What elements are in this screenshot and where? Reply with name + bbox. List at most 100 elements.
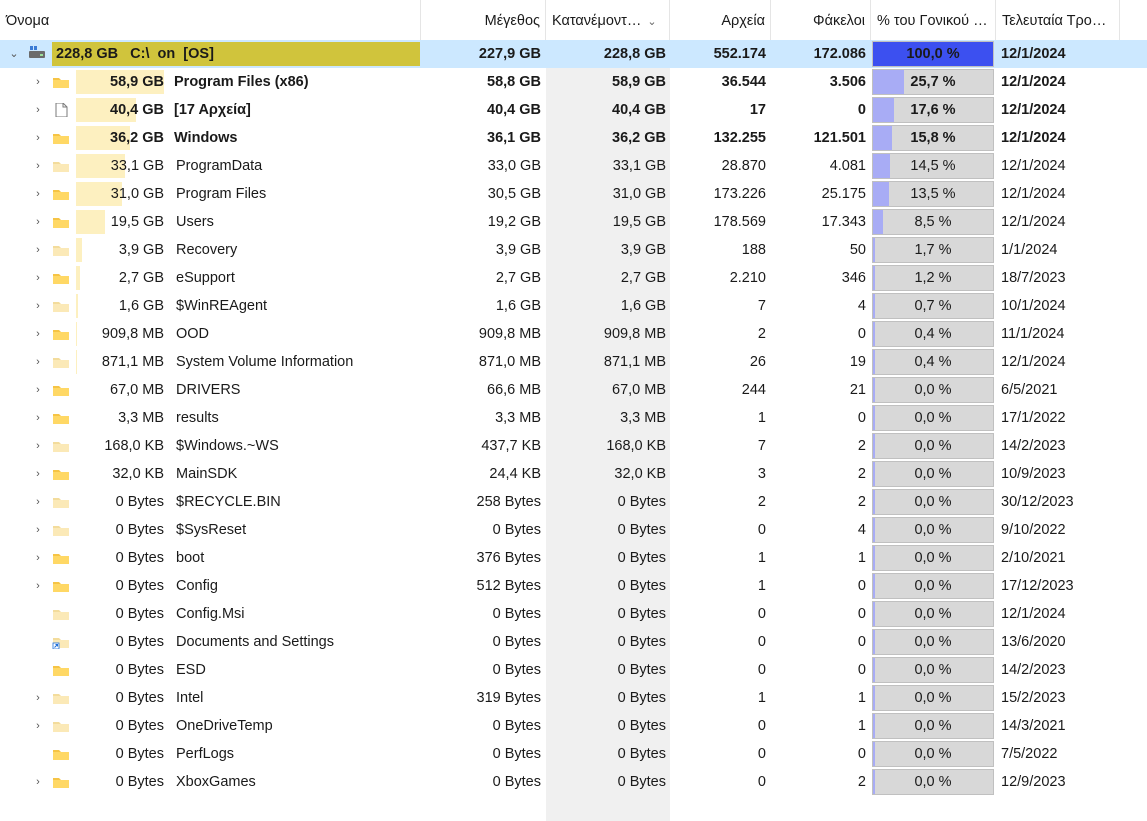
- item-folders: 0: [857, 326, 866, 342]
- tree-row[interactable]: › 33,1 GB ProgramData 33,0 GB 33,1 GB 28.870 4…: [0, 152, 1147, 180]
- expand-chevron-icon[interactable]: ›: [36, 440, 40, 452]
- tree-row[interactable]: › 31,0 GB Program Files 30,5 GB 31,0 GB 173.2…: [0, 180, 1147, 208]
- expand-chevron-icon[interactable]: ›: [36, 76, 40, 88]
- root-allocated: 228,8 GB: [603, 46, 666, 62]
- percent-fill: [873, 602, 875, 626]
- expand-chevron-icon[interactable]: ›: [36, 328, 40, 340]
- percent-fill: [873, 322, 875, 346]
- tree-row[interactable]: › 32,0 KB MainSDK 24,4 KB 32,0 KB 3 2 0,0 % 10/9…: [0, 460, 1147, 488]
- tree-row[interactable]: › 0 Bytes $RECYCLE.BIN 258 Bytes 0 Bytes 2 2 0,…: [0, 488, 1147, 516]
- percent-fill: [873, 378, 875, 402]
- tree-row[interactable]: › 871,1 MB System Volume Information 871,0 …: [0, 348, 1147, 376]
- item-modified: 14/2/2023: [1001, 662, 1066, 678]
- tree-row[interactable]: › 0 Bytes Intel 319 Bytes 0 Bytes 1 1 0,0 % 15/2…: [0, 684, 1147, 712]
- percent-label: 15,8 %: [910, 130, 956, 146]
- expand-chevron-icon[interactable]: ›: [36, 720, 40, 732]
- item-allocated: 909,8 MB: [603, 326, 666, 342]
- collapse-chevron-icon[interactable]: ⌄: [9, 48, 19, 60]
- item-size: 0 Bytes: [492, 718, 541, 734]
- expand-chevron-icon[interactable]: ›: [36, 160, 40, 172]
- expand-chevron-icon[interactable]: ›: [36, 580, 40, 592]
- expand-chevron-icon[interactable]: ›: [36, 132, 40, 144]
- column-header-last-modified[interactable]: Τελευταία Τρο…: [996, 0, 1120, 40]
- tree-row[interactable]: › 3,9 GB Recovery 3,9 GB 3,9 GB 188 50 1,7 % 1/1…: [0, 236, 1147, 264]
- expand-chevron-icon[interactable]: ›: [36, 524, 40, 536]
- item-allocated: 0 Bytes: [617, 690, 666, 706]
- expand-chevron-icon[interactable]: ›: [36, 272, 40, 284]
- item-files: 0: [757, 606, 766, 622]
- percent-fill: [873, 490, 875, 514]
- expand-chevron-icon[interactable]: ›: [36, 300, 40, 312]
- folder-icon: [53, 778, 69, 788]
- tree-row[interactable]: › 0 Bytes $SysReset 0 Bytes 0 Bytes 0 4 0,0 % 9/…: [0, 516, 1147, 544]
- expand-chevron-icon[interactable]: ›: [36, 776, 40, 788]
- tree-row[interactable]: › 3,3 MB results 3,3 MB 3,3 MB 1 0 0,0 % 17/1/20…: [0, 404, 1147, 432]
- item-folders: 0: [857, 578, 866, 594]
- tree-row[interactable]: › 36,2 GB Windows 36,1 GB 36,2 GB 132.255 121.…: [0, 124, 1147, 152]
- drive-size-bar: [52, 42, 420, 66]
- item-size: 0 Bytes: [492, 634, 541, 650]
- item-folders: 2: [857, 466, 866, 482]
- column-header-percent-parent[interactable]: % του Γονικού …: [871, 0, 996, 40]
- tree-row[interactable]: › 909,8 MB OOD 909,8 MB 909,8 MB 2 0 0,4 % 11/1/…: [0, 320, 1147, 348]
- item-modified: 6/5/2021: [1001, 382, 1058, 398]
- expand-chevron-icon[interactable]: ›: [36, 356, 40, 368]
- item-name: [17 Αρχεία]: [174, 102, 251, 118]
- expand-chevron-icon[interactable]: ›: [36, 188, 40, 200]
- size-label: 0 Bytes: [115, 774, 164, 790]
- sort-chevron-down-icon: ⌄: [647, 16, 657, 28]
- expand-chevron-icon[interactable]: ›: [36, 216, 40, 228]
- tree-row[interactable]: 0 Bytes ESD 0 Bytes 0 Bytes 0 0 0,0 % 14/2/2023: [0, 656, 1147, 684]
- tree-row[interactable]: 0 Bytes Config.Msi 0 Bytes 0 Bytes 0 0 0,0 % 12…: [0, 600, 1147, 628]
- item-name: XboxGames: [176, 774, 256, 790]
- column-header-allocated[interactable]: Κατανέμοντ… ⌄: [546, 0, 670, 40]
- size-label: 0 Bytes: [115, 662, 164, 678]
- size-bar: [76, 210, 105, 234]
- percent-label: 0,7 %: [914, 298, 952, 314]
- expand-chevron-icon[interactable]: ›: [36, 412, 40, 424]
- size-label: 40,4 GB: [110, 102, 164, 118]
- expand-chevron-icon[interactable]: ›: [36, 384, 40, 396]
- item-allocated: 168,0 KB: [606, 438, 666, 454]
- tree-row[interactable]: › 0 Bytes boot 376 Bytes 0 Bytes 1 1 0,0 % 2/10/…: [0, 544, 1147, 572]
- tree-row[interactable]: › 2,7 GB eSupport 2,7 GB 2,7 GB 2.210 346 1,2 %…: [0, 264, 1147, 292]
- item-allocated: 33,1 GB: [612, 158, 666, 174]
- size-label: 168,0 KB: [104, 438, 164, 454]
- file-icon: [55, 103, 68, 117]
- tree-row[interactable]: 0 Bytes PerfLogs 0 Bytes 0 Bytes 0 0 0,0 % 7/5/…: [0, 740, 1147, 768]
- percent-label: 0,0 %: [914, 410, 952, 426]
- tree-row[interactable]: › 0 Bytes Config 512 Bytes 0 Bytes 1 0 0,0 % 17/…: [0, 572, 1147, 600]
- size-bar: [76, 126, 130, 150]
- tree-row[interactable]: › 168,0 KB $Windows.~WS 437,7 KB 168,0 KB 7 2 0…: [0, 432, 1147, 460]
- tree-row[interactable]: › 1,6 GB $WinREAgent 1,6 GB 1,6 GB 7 4 0,7 % 10/…: [0, 292, 1147, 320]
- item-size: 3,9 GB: [495, 242, 541, 258]
- expand-chevron-icon[interactable]: ›: [36, 692, 40, 704]
- tree-row[interactable]: › 0 Bytes OneDriveTemp 0 Bytes 0 Bytes 0 1 0,0 …: [0, 712, 1147, 740]
- column-header-folders[interactable]: Φάκελοι: [771, 0, 871, 40]
- tree-row[interactable]: › 19,5 GB Users 19,2 GB 19,5 GB 178.569 17.343…: [0, 208, 1147, 236]
- tree-row[interactable]: 0 Bytes Documents and Settings 0 Bytes 0 By…: [0, 628, 1147, 656]
- folder-icon: [53, 666, 69, 676]
- expand-chevron-icon[interactable]: ›: [36, 496, 40, 508]
- tree-row[interactable]: › 58,9 GB Program Files (x86) 58,8 GB 58,9 G…: [0, 68, 1147, 96]
- percent-bar: 15,8 %: [872, 125, 994, 151]
- expand-chevron-icon[interactable]: ›: [36, 244, 40, 256]
- root-modified: 12/1/2024: [1001, 46, 1066, 62]
- tree-row[interactable]: › 67,0 MB DRIVERS 66,6 MB 67,0 MB 244 21 0,0 % 6…: [0, 376, 1147, 404]
- percent-bar: 1,7 %: [872, 237, 994, 263]
- expand-chevron-icon[interactable]: ›: [36, 104, 40, 116]
- expand-chevron-icon[interactable]: ›: [36, 552, 40, 564]
- root-drive-row[interactable]: ⌄ 228,8 GB C:\ on [OS] 227,9 GB 228,8 GB…: [0, 40, 1147, 68]
- item-size: 0 Bytes: [492, 746, 541, 762]
- tree-list: ⌄ 228,8 GB C:\ on [OS] 227,9 GB 228,8 GB…: [0, 40, 1147, 796]
- root-percent-bar: 100,0 %: [872, 41, 994, 67]
- column-header-name[interactable]: Όνομα: [0, 0, 421, 40]
- tree-row[interactable]: › 40,4 GB [17 Αρχεία] 40,4 GB 40,4 GB 17 0 17,6…: [0, 96, 1147, 124]
- folder-light-icon: [53, 302, 69, 312]
- item-modified: 30/12/2023: [1001, 494, 1074, 510]
- column-header-size[interactable]: Μέγεθος: [421, 0, 546, 40]
- folder-icon: [53, 274, 69, 284]
- column-header-files[interactable]: Αρχεία: [670, 0, 771, 40]
- expand-chevron-icon[interactable]: ›: [36, 468, 40, 480]
- tree-row[interactable]: › 0 Bytes XboxGames 0 Bytes 0 Bytes 0 2 0,0 % 12…: [0, 768, 1147, 796]
